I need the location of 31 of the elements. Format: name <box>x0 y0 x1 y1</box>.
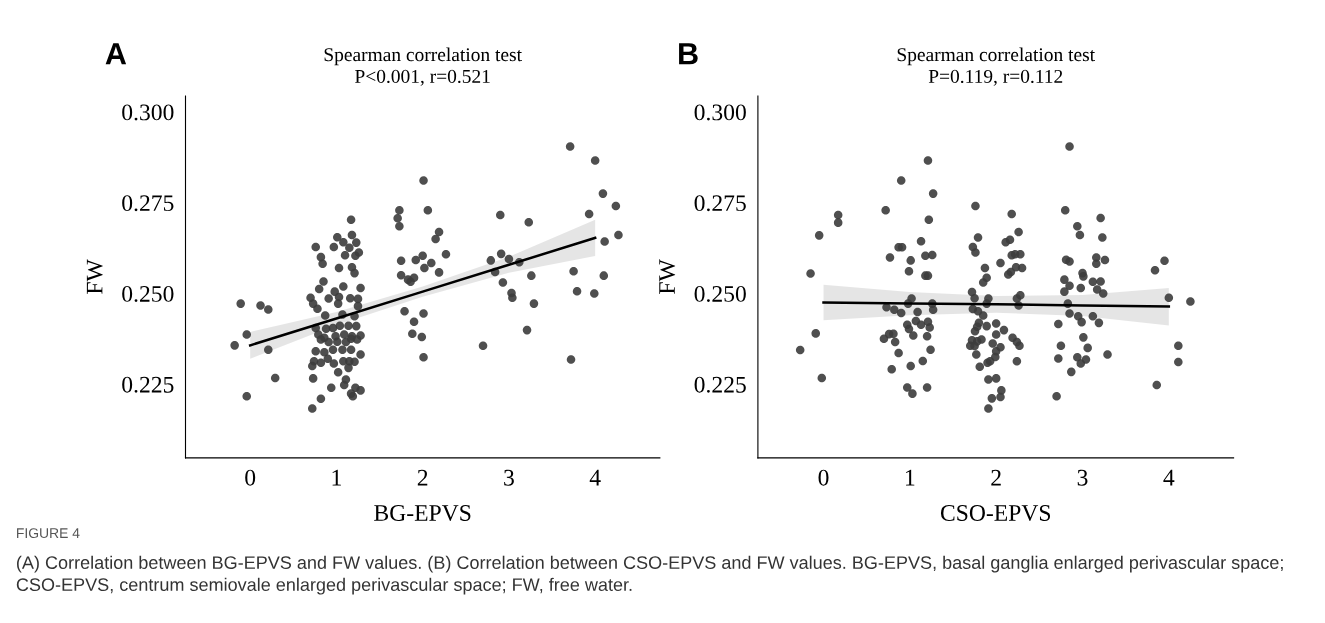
x-tick-label: 4 <box>1163 469 1175 486</box>
y-tick-label: 0.250 <box>122 285 174 302</box>
x-axis-title: BG-EPVS <box>374 505 471 522</box>
x-tick-label: 3 <box>1077 469 1088 486</box>
chart-subtitle: P=0.119, r=0.112 <box>928 69 1063 86</box>
y-tick-label: 0.250 <box>694 285 746 302</box>
y-tick-label: 0.300 <box>122 104 174 121</box>
chart-title: Spearman correlation test <box>897 47 1095 66</box>
y-tick-label: 0.300 <box>694 104 746 121</box>
x-axis-title: CSO-EPVS <box>940 505 1051 522</box>
x-tick-label: 3 <box>504 469 514 486</box>
y-tick-label: 0.275 <box>122 195 174 212</box>
x-tick-label: 2 <box>417 469 428 486</box>
x-tick-label: 2 <box>991 469 1001 486</box>
y-tick-label: 0.225 <box>694 376 746 393</box>
text: (A) Correlation between BG-EPVS and FW values. (B) Correlation between CSO-EPVS and FW values. BG-EPVS, basal ganglia enlarged perivascular space; CSO-EPVS, centrum semiovale enlarged perivascular space; FW, free water. <box>16 555 1283 595</box>
y-axis-title: FW <box>659 259 676 294</box>
x-tick-label: 0 <box>818 469 829 486</box>
chart-subtitle: P<0.001, r=0.521 <box>355 69 490 86</box>
x-tick-label: 1 <box>906 469 915 486</box>
text: B <box>679 43 698 65</box>
x-tick-label: 0 <box>245 469 256 486</box>
y-tick-label: 0.275 <box>694 195 746 212</box>
chart-title: Spearman correlation test <box>324 47 522 66</box>
y-tick-label: 0.225 <box>122 376 174 393</box>
x-tick-label: 1 <box>332 469 341 486</box>
line-series <box>248 236 597 347</box>
x-tick-label: 4 <box>589 469 601 486</box>
caption: FIGURE 4 <box>17 528 80 539</box>
y-axis-title: FW <box>86 259 103 294</box>
text: A <box>105 43 127 65</box>
